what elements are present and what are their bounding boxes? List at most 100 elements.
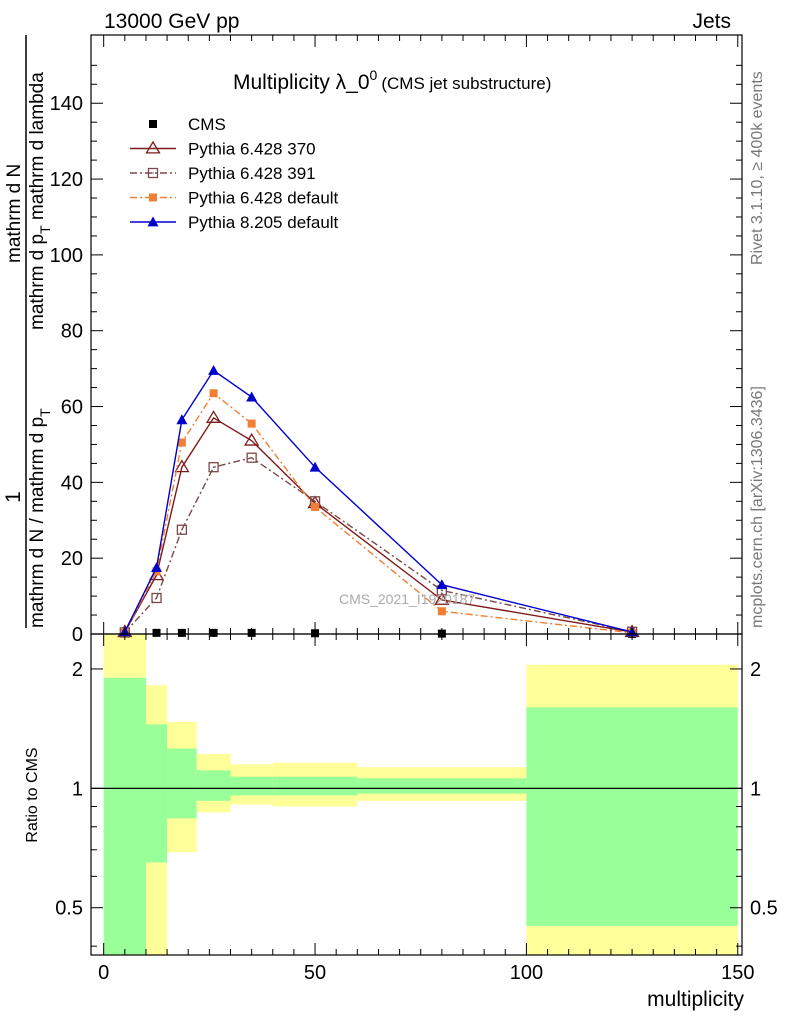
x-axis-label: multiplicity <box>647 988 744 1011</box>
mcplots-label: mcplots.cern.ch [arXiv:1306.3436] <box>749 386 766 628</box>
legend-item: Pythia 6.428 370 <box>130 140 316 159</box>
main-ylabel-num-top: mathrm d N <box>4 164 25 263</box>
ratio-green-band <box>196 770 231 801</box>
x-tick-label: 100 <box>510 962 543 984</box>
legend-marker <box>145 140 161 154</box>
main-ylabel-num-rest: mathrm d lambda <box>27 72 48 226</box>
legend-item: Pythia 6.428 391 <box>130 164 316 183</box>
plot-title: Multiplicity λ_00 (CMS jet substructure) <box>233 67 551 94</box>
data-point <box>177 628 186 637</box>
data-point <box>151 562 163 573</box>
series-line <box>124 416 633 633</box>
y-tick-label: 0 <box>72 624 83 646</box>
data-point <box>246 452 257 463</box>
legend-label: Pythia 6.428 391 <box>188 164 316 183</box>
legend-marker <box>149 193 157 202</box>
ratio-green-band <box>272 776 358 796</box>
main-ylabel-den-text: mathrm d N / mathrm d p <box>27 417 48 628</box>
data-point-dot <box>155 597 158 599</box>
data-point <box>243 432 260 446</box>
legend: CMS Pythia 6.428 370 Pythia 6.428 391 Pythi… <box>130 115 339 232</box>
series-4 <box>119 365 638 637</box>
y-tick-label: 100 <box>50 245 83 267</box>
axes: 0 20 40 60 80 100 120 140 0 50 100 150 0.5 0.5 1 1 2 2 <box>50 34 778 984</box>
main-ylabel-den: mathrm d N / mathrm d pT <box>27 408 53 628</box>
data-point <box>151 592 162 604</box>
ratio-y-tick-label: 0.5 <box>55 898 83 920</box>
data-point <box>309 461 321 472</box>
y-tick-label: 140 <box>50 93 83 115</box>
data-point <box>209 389 218 398</box>
y-tick-label: 20 <box>61 548 83 570</box>
plot-title-main: Multiplicity λ_0 <box>233 71 370 94</box>
data-point <box>437 607 446 616</box>
watermark: CMS_2021_I1920187 <box>339 591 475 607</box>
data-point <box>176 414 188 425</box>
main-ylabel-num-sub: T <box>37 225 53 234</box>
legend-label: Pythia 6.428 370 <box>188 140 316 159</box>
ratio-green-band <box>167 748 197 819</box>
rivet-label: Rivet 3.1.10, ≥ 400k events <box>749 71 766 265</box>
ratio-y-tick-label-right: 0.5 <box>750 898 778 920</box>
ratio-frame <box>90 633 743 956</box>
series-2 <box>119 452 638 638</box>
legend-marker <box>149 120 157 128</box>
ratio-y-tick-label-right: 1 <box>750 778 761 800</box>
data-point-dot <box>212 466 215 468</box>
y-tick-label: 80 <box>61 321 83 343</box>
data-point <box>177 438 186 447</box>
main-ylabel-num-text: mathrm d p <box>27 234 48 330</box>
data-point <box>246 391 258 402</box>
legend-marker <box>147 216 159 227</box>
ratio-ylabel: Ratio to CMS <box>24 747 41 842</box>
ratio-green-band <box>145 724 168 863</box>
data-point <box>434 592 450 605</box>
main-ylabel-one: 1 <box>2 491 25 503</box>
x-tick-label: 0 <box>98 962 109 984</box>
ratio-green-band <box>357 778 527 794</box>
x-tick-label: 150 <box>721 962 754 984</box>
main-ylabel-den-sub: T <box>37 408 53 417</box>
plot-subtitle: (CMS jet substructure) <box>381 74 551 93</box>
data-point <box>209 628 218 637</box>
y-tick-label: 60 <box>61 397 83 419</box>
energy-label: 13000 GeV pp <box>104 10 239 33</box>
data-point-dot <box>250 456 253 459</box>
plot-title-sup: 0 <box>370 67 378 83</box>
main-ylabel: 1 mathrm d N / mathrm d pT mathrm d N ma… <box>2 35 53 628</box>
legend-marker-dot <box>152 172 154 174</box>
legend-item: Pythia 8.205 default <box>130 213 339 232</box>
ratio-y-tick-label: 1 <box>72 778 83 800</box>
data-point <box>208 365 220 375</box>
data-point <box>311 502 320 511</box>
legend-label: Pythia 6.428 default <box>188 189 339 208</box>
legend-marker <box>147 167 159 179</box>
data-point <box>176 524 188 535</box>
legend-item: Pythia 6.428 default <box>130 189 339 208</box>
category-label: Jets <box>692 10 731 33</box>
y-tick-label: 120 <box>50 169 83 191</box>
ratio-green-band <box>230 776 273 796</box>
main-ylabel-num: mathrm d pT mathrm d lambda <box>27 72 53 330</box>
series-line <box>124 369 633 633</box>
data-point-dot <box>441 589 443 592</box>
series-line <box>124 456 633 633</box>
y-tick-label: 40 <box>61 472 83 494</box>
x-tick-label: 50 <box>304 962 326 984</box>
ratio-y-tick-label-right: 2 <box>750 659 761 681</box>
ratio-green-band <box>526 707 738 926</box>
legend-item: CMS <box>149 115 226 134</box>
data-point <box>208 462 219 473</box>
data-point <box>247 419 256 428</box>
data-point-dot <box>181 528 183 531</box>
ratio-y-tick-label: 2 <box>72 659 83 681</box>
data-point <box>174 459 190 473</box>
data-point-dot <box>314 500 316 503</box>
ratio-bands <box>91 634 742 955</box>
data-point <box>205 410 222 423</box>
ratio-green-band <box>103 677 146 955</box>
legend-label: CMS <box>188 115 226 134</box>
data-point <box>152 628 161 637</box>
data-point <box>436 579 448 590</box>
